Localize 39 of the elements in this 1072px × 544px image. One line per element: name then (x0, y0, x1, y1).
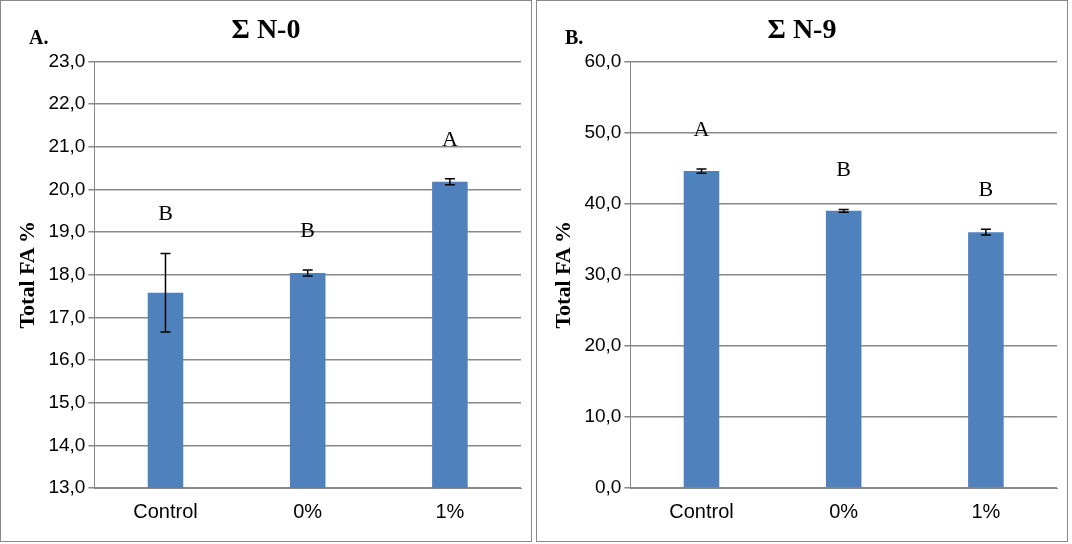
y-axis-title: Total FA % (13, 221, 39, 329)
x-tick-label: 1% (435, 499, 465, 522)
annotation: B (836, 156, 852, 182)
y-tick-label: 60,0 (584, 49, 622, 71)
annotation: A (693, 115, 710, 141)
annotation: B (978, 176, 994, 202)
y-tick-label: 10,0 (584, 405, 622, 427)
y-tick-label: 15,0 (48, 390, 86, 412)
y-tick-label: 22,0 (48, 92, 86, 114)
x-tick-label: 1% (971, 499, 1001, 522)
bar (683, 171, 720, 488)
x-tick-label: Control (133, 499, 198, 522)
y-tick-label: 50,0 (584, 120, 622, 142)
chart-title: Σ N-9 (767, 13, 837, 45)
annotation: B (300, 216, 316, 242)
x-tick-label: 0% (293, 499, 323, 522)
text: A. (29, 26, 49, 49)
x-tick-label: Control (669, 499, 734, 522)
y-tick-label: 14,0 (48, 433, 86, 455)
y-tick-label: 30,0 (584, 263, 622, 285)
y-tick-label: 20,0 (48, 177, 86, 199)
annotation: A (441, 125, 458, 151)
y-tick-label: 0,0 (594, 476, 622, 498)
y-tick-label: 23,0 (48, 49, 86, 71)
y-tick-label: 16,0 (48, 348, 86, 370)
y-axis-title: Total FA % (549, 221, 575, 329)
chart-title: Σ N-0 (231, 13, 301, 45)
y-tick-label: 21,0 (48, 135, 86, 157)
bar (968, 232, 1004, 488)
text: B. (565, 26, 584, 49)
y-tick-label: 18,0 (48, 263, 86, 285)
y-tick-label: 19,0 (48, 220, 86, 242)
y-tick-label: 40,0 (584, 191, 622, 213)
x-tick-label: 0% (829, 499, 859, 522)
annotation: B (158, 200, 173, 226)
y-tick-label: 20,0 (584, 334, 622, 356)
y-tick-label: 13,0 (48, 476, 86, 498)
bar (825, 210, 862, 488)
y-tick-label: 17,0 (48, 305, 86, 327)
